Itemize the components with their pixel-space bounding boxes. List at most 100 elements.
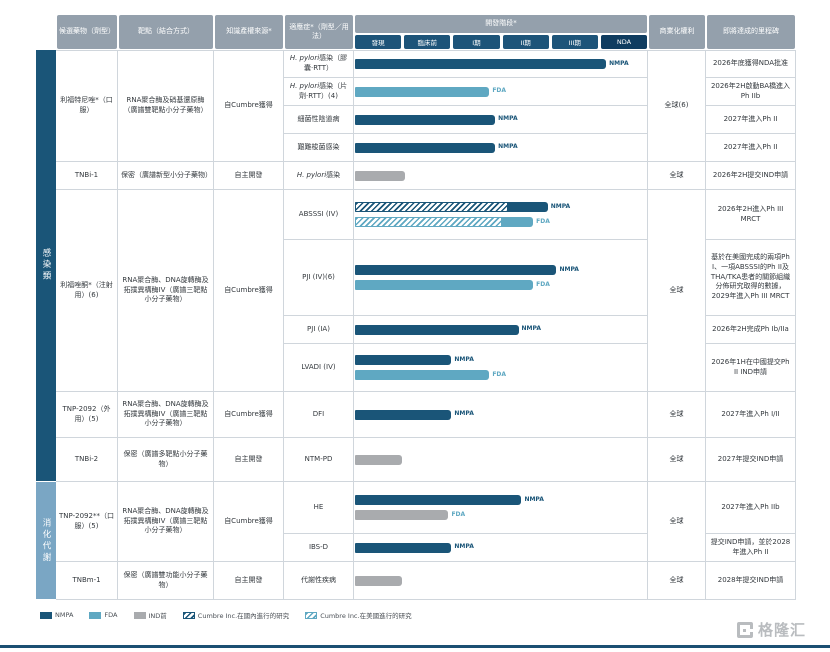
- drug-cell: 利福特尼唑*（口服）: [56, 50, 118, 162]
- col-header-target: 靶點（結合方式）: [119, 15, 213, 49]
- stage-chip-preclinical: 臨床前: [404, 35, 451, 49]
- legend-item-cumbre-domestic: Cumbre Inc.在國內進行的研究: [182, 610, 290, 620]
- bar-label: NMPA: [609, 59, 629, 67]
- indication-cell: 艱難梭菌感染: [284, 134, 354, 162]
- stage-bar-nmpa: [355, 324, 519, 335]
- indication-cell: PJI (IA): [284, 316, 354, 344]
- indication-cell: 細菌性陰道病: [284, 106, 354, 134]
- stage-bar-fda: [355, 370, 490, 380]
- bar-label: NMPA: [454, 355, 474, 363]
- rights-cell: 全球: [648, 562, 706, 600]
- milestone-cell: 基於在美國完成的兩項Ph I、一項ABSSSI的Ph II及THA/TKA患者的…: [706, 240, 796, 316]
- stage-cell: NMPA: [354, 392, 648, 438]
- stage-chip-phase3: III期: [551, 35, 598, 49]
- legend-label: Cumbre Inc.在國內進行的研究: [197, 612, 290, 620]
- rights-cell: 全球: [648, 162, 706, 190]
- col-header-stage-group: 開發階段* 發現 臨床前 I期 II期 III期 NDA: [355, 15, 648, 49]
- stage-bar-nmpa: [355, 265, 557, 275]
- drug-cell: 利福唑酮*（注射用）(6): [56, 190, 118, 392]
- gelonghui-logo-icon: [736, 621, 753, 638]
- bar-label: NMPA: [559, 265, 579, 273]
- rights-cell: 全球(6): [648, 50, 706, 162]
- pipeline-table: 候選藥物（劑型） 靶點（結合方式） 知識產權來源* 適應症*（劑型／用法） 開發…: [36, 14, 796, 600]
- stage-cell: FDA: [354, 78, 648, 106]
- legend-item-ind: IND前: [133, 610, 167, 620]
- gelonghui-watermark: 格隆汇: [736, 619, 806, 640]
- stage-cell: [354, 162, 648, 190]
- bar-label: NMPA: [498, 115, 518, 123]
- ind-swatch-icon: [133, 611, 146, 619]
- milestone-cell: 2027年進入Ph IIb: [706, 482, 796, 534]
- rights-cell: 全球: [648, 482, 706, 562]
- milestone-cell: 提交IND申請，並於2028年進入Ph II: [706, 534, 796, 562]
- ip-cell: 自主開發: [214, 438, 284, 482]
- stage-cell: NMPA: [354, 50, 648, 78]
- col-header-milestone: 即將達成的里程碑: [707, 15, 795, 49]
- milestone-cell: 2027年進入Ph I/II: [706, 392, 796, 438]
- indication-cell: ABSSSI (IV): [284, 190, 354, 240]
- indication-cell: PJI (IV)(6): [284, 240, 354, 316]
- bar-label: FDA: [492, 87, 507, 95]
- indication-cell: IBS-D: [284, 534, 354, 562]
- milestone-cell: 2028年提交IND申請: [706, 562, 796, 600]
- milestone-cell: 2027年進入Ph II: [706, 106, 796, 134]
- stage-cell: NMPA: [354, 134, 648, 162]
- stage-bar-nmpa: [355, 495, 522, 505]
- fda-swatch-icon: [89, 611, 102, 619]
- stage-bar-ind: [355, 170, 405, 181]
- legend-label: Cumbre Inc.在美國進行的研究: [320, 612, 412, 620]
- stage-cell: NMPA FDA: [354, 240, 648, 316]
- category-gi-metabolic: 消化代謝: [36, 482, 56, 600]
- stage-bar-hatch-fda: [355, 217, 501, 227]
- indication-cell: NTM-PD: [284, 438, 354, 482]
- target-cell: RNA聚合酶、DNA旋轉酶及拓撲異構酶IV（廣譜三靶點小分子藥物）: [118, 482, 214, 562]
- bar-label: NMPA: [498, 143, 518, 151]
- rights-cell: 全球: [648, 392, 706, 438]
- target-cell: 保密（廣譜多靶點小分子藥物）: [118, 438, 214, 482]
- ip-cell: 自Cumbre獲得: [214, 482, 284, 562]
- category-infection: 感染類: [36, 50, 56, 482]
- stage-chip-phase1: I期: [453, 35, 500, 49]
- indication-cell: LVADI (IV): [284, 344, 354, 392]
- stage-cell: NMPA: [354, 534, 648, 562]
- indication-cell: H. pylori感染（片劑·RTT）(4): [284, 78, 354, 106]
- bar-label: FDA: [536, 280, 550, 288]
- stage-bar-ind: [355, 510, 449, 520]
- stage-bar-nmpa: [355, 542, 452, 553]
- bar-label: NMPA: [454, 410, 474, 418]
- ip-cell: 自Cumbre獲得: [214, 50, 284, 162]
- legend-label: IND前: [148, 612, 167, 620]
- milestone-cell: 2027年進入Ph II: [706, 134, 796, 162]
- target-cell: 保密（廣譜雙功能小分子藥物）: [118, 562, 214, 600]
- bottom-rule: [0, 645, 830, 648]
- stage-bar-ind: [355, 575, 402, 586]
- indication-cell: H. pylori感染: [284, 162, 354, 190]
- stage-chip-discovery: 發現: [355, 35, 402, 49]
- stage-cell: NMPA: [354, 106, 648, 134]
- col-header-ip: 知識產權來源*: [215, 15, 283, 49]
- hatch-navy-swatch-icon: [182, 611, 195, 619]
- indication-cell: H. pylori感染（膠囊·RTT）: [284, 50, 354, 78]
- ip-cell: 自主開發: [214, 562, 284, 600]
- col-header-rights: 商業化權利: [649, 15, 705, 49]
- stage-bar-ind: [355, 454, 402, 465]
- rights-cell: 全球: [648, 190, 706, 392]
- milestone-cell: 2026年底獲得NDA批准: [706, 50, 796, 78]
- rights-cell: 全球: [648, 438, 706, 482]
- bar-label: NMPA: [550, 202, 571, 210]
- stage-bar-nmpa: [355, 114, 496, 125]
- stage-chip-nda: NDA: [600, 35, 648, 49]
- col-header-indication: 適應症*（劑型／用法）: [285, 15, 353, 49]
- stage-bar-fda: [501, 217, 534, 227]
- hatch-teal-swatch-icon: [305, 611, 318, 619]
- bar-label: FDA: [536, 217, 550, 225]
- legend-item-cumbre-us: Cumbre Inc.在美國進行的研究: [305, 610, 412, 620]
- stage-bar-nmpa: [355, 355, 452, 365]
- col-header-stage: 開發階段*: [355, 15, 647, 33]
- legend-item-fda: FDA: [89, 611, 118, 619]
- drug-cell: TNBm-1: [56, 562, 118, 600]
- stage-bar-nmpa: [355, 142, 496, 153]
- legend: NMPA FDA IND前 Cumbre Inc.在國內進行的研究 Cumbre…: [40, 610, 412, 620]
- gelonghui-brand: 格隆汇: [757, 621, 806, 639]
